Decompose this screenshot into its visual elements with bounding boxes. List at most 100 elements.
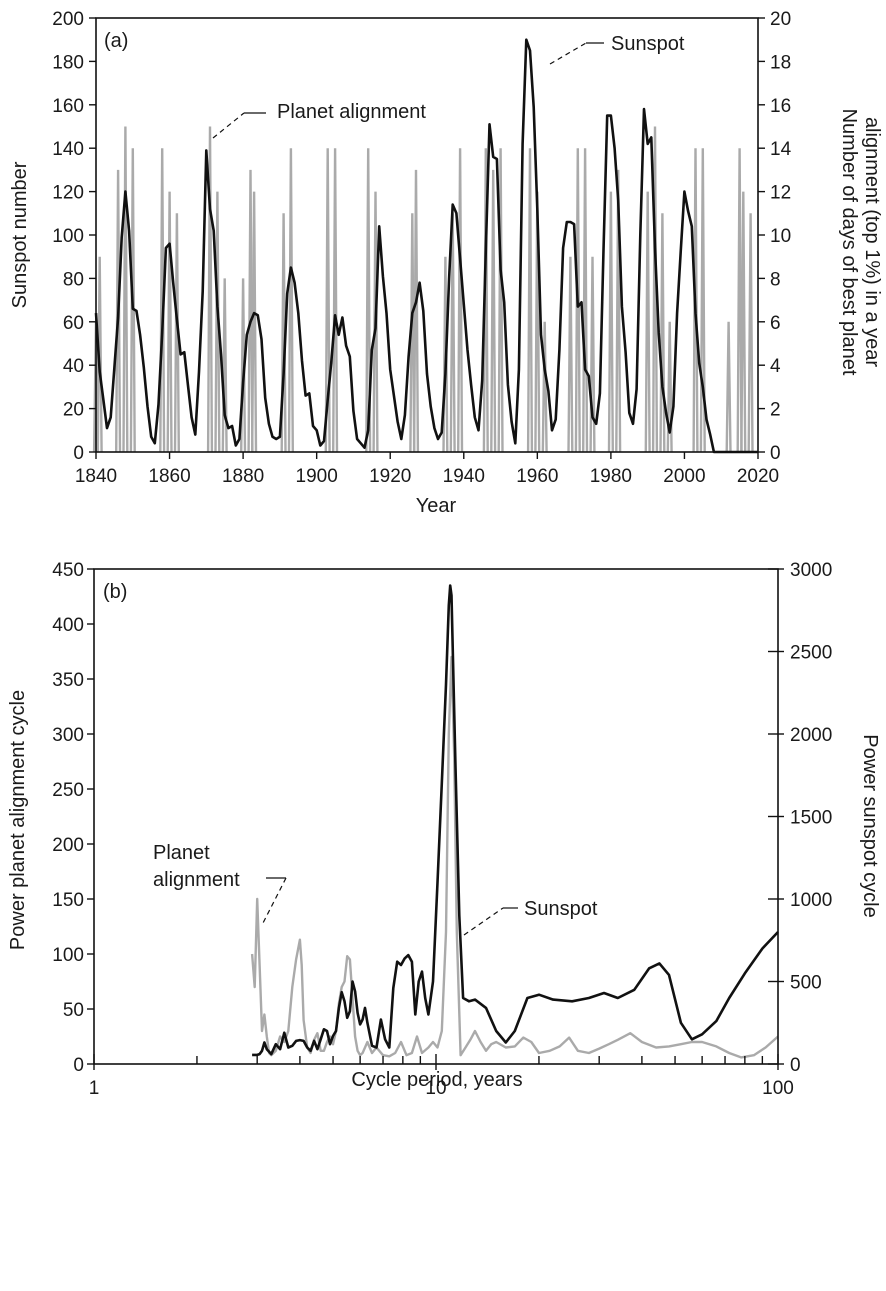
y-left-tick-label: 140: [52, 139, 84, 160]
planet-alignment-spike: [214, 191, 221, 453]
panel-b-chart: 1 10 1000501001502002503003504004500500100…: [7, 560, 881, 1099]
x-tick-label: 1900: [296, 466, 338, 487]
x-tick-label: 1960: [516, 466, 558, 487]
planet-alignment-spike: [659, 213, 666, 453]
planet-alignment-spike: [287, 148, 294, 453]
y-right-tick-label: 500: [790, 973, 822, 994]
y-right-tick-label: 1500: [790, 808, 832, 829]
planet-alignment-spike: [615, 169, 622, 453]
planet-alignment-spike: [206, 126, 214, 453]
planet-alignment-spike: [490, 169, 497, 453]
sunspot-line: [94, 38, 758, 454]
x-tick-label: 1: [89, 1078, 100, 1099]
panel-b-ticks: 1 10 1000501001502002503003504004500500100…: [52, 560, 832, 1099]
y-left-tick-label: 150: [52, 890, 84, 911]
planet-alignment-spike: [173, 213, 180, 453]
planet-alignment-spike: [736, 148, 743, 453]
sunspot-annotation-a: Sunspot: [611, 33, 685, 55]
planet-alignment-spike: [740, 191, 747, 453]
y-left-tick-label: 160: [52, 96, 84, 117]
y-left-tick-label: 20: [63, 400, 84, 421]
planet-alignment-spike: [574, 148, 581, 453]
y-left-tick-label: 450: [52, 560, 84, 581]
y-right-tick-label: 16: [770, 96, 791, 117]
y-left-tick-label: 0: [73, 1055, 84, 1076]
sunspot-leader-a: [549, 42, 587, 65]
planet-alignment-spike: [497, 148, 504, 453]
y-right-tick-label: 20: [770, 9, 791, 30]
planet-alignment-spike: [582, 148, 589, 453]
planet-alignment-spike: [251, 191, 258, 453]
y-right-tick-label: 1000: [790, 890, 832, 911]
x-tick-label: 1940: [443, 466, 485, 487]
x-tick-label: 1880: [222, 466, 264, 487]
y-left-tick-label: 180: [52, 52, 84, 73]
planet-alignment-spike: [412, 169, 420, 453]
planet-alignment-annotation: Planet alignment: [277, 101, 426, 123]
planet-alignment-spike: [589, 256, 596, 453]
y-right-tick-label: 12: [770, 183, 791, 204]
planet-alignment-spike: [567, 256, 574, 453]
planet-alignment-leader-b: [261, 877, 287, 926]
planet-alignment-spike: [221, 278, 228, 453]
planet-alignment-spike: [115, 169, 122, 453]
planet-alignment-spike: [372, 191, 379, 453]
y-right-tick-label: 2: [770, 400, 781, 421]
planet-alignment-spike: [607, 191, 614, 453]
y-right-tick-label: 2000: [790, 725, 832, 746]
planet-alignment-spike: [365, 148, 372, 453]
planet-alignment-spike: [129, 148, 136, 453]
y-left-tick-label: 80: [63, 269, 84, 290]
x-tick-label: 1980: [590, 466, 632, 487]
sunspot-annotation-b: Sunspot: [524, 898, 598, 920]
y-right-tick-label: 18: [770, 52, 791, 73]
planet-alignment-spike: [332, 148, 339, 453]
planet-alignment-spike: [692, 148, 699, 453]
y-left-tick-label: 40: [63, 356, 84, 377]
x-tick-label: 1920: [369, 466, 411, 487]
panel-a-left-axis-title: Sunspot number: [9, 161, 31, 308]
planet-alignment-spike: [122, 126, 129, 453]
y-left-tick-label: 100: [52, 945, 84, 966]
planet-alignment-annotation-b-line2: alignment: [153, 869, 240, 891]
y-left-tick-label: 0: [73, 443, 84, 464]
y-left-tick-label: 120: [52, 183, 84, 204]
x-tick-label: 1840: [75, 466, 117, 487]
panel-a-frame: [95, 17, 759, 453]
y-right-tick-label: 3000: [790, 560, 832, 581]
planet-alignment-spike: [541, 321, 548, 453]
sunspot-power-line: [252, 584, 779, 1057]
planet-alignment-spike: [747, 213, 754, 453]
planet-alignment-spike: [166, 191, 173, 453]
y-right-tick-label: 6: [770, 313, 781, 334]
panel-b-x-axis-title: Cycle period, years: [351, 1069, 522, 1091]
y-left-tick-label: 50: [63, 1000, 84, 1021]
planet-alignment-spike: [651, 126, 659, 453]
planet-alignment-spike: [725, 321, 732, 453]
y-right-tick-label: 14: [770, 139, 792, 160]
planet-alignment-spike: [526, 148, 534, 453]
y-right-tick-label: 0: [790, 1055, 801, 1076]
y-right-tick-label: 2500: [790, 643, 832, 664]
y-left-tick-label: 60: [63, 313, 84, 334]
panel-b-left-axis-title: Power planet alignment cycle: [7, 690, 29, 950]
panel-b-label: (b): [103, 581, 127, 603]
planet-alignment-spike: [699, 148, 706, 453]
planet-alignment-spike: [324, 148, 331, 453]
y-left-tick-label: 200: [52, 9, 84, 30]
planet-alignment-spike: [457, 148, 464, 453]
panel-a-chart: 1840 1860 1880 1900 1920 1940 1960 1980 2000 2020…: [9, 9, 883, 517]
panel-a-right-axis-title-line1: Number of days of best planet: [838, 109, 860, 376]
panel-a-ticks: 1840 1860 1880 1900 1920 1940 1960 1980 2000 2020…: [52, 9, 791, 487]
panel-a-label: (a): [104, 30, 128, 52]
planet-alignment-spike: [644, 191, 651, 453]
planet-alignment-spike: [666, 321, 673, 453]
planet-alignment-spike: [482, 148, 489, 453]
y-right-tick-label: 4: [770, 356, 781, 377]
y-left-tick-label: 250: [52, 780, 84, 801]
y-left-tick-label: 200: [52, 835, 84, 856]
x-tick-label: 10: [425, 1078, 446, 1099]
x-tick-label: 2020: [737, 466, 779, 487]
x-tick-label: 1860: [148, 466, 190, 487]
